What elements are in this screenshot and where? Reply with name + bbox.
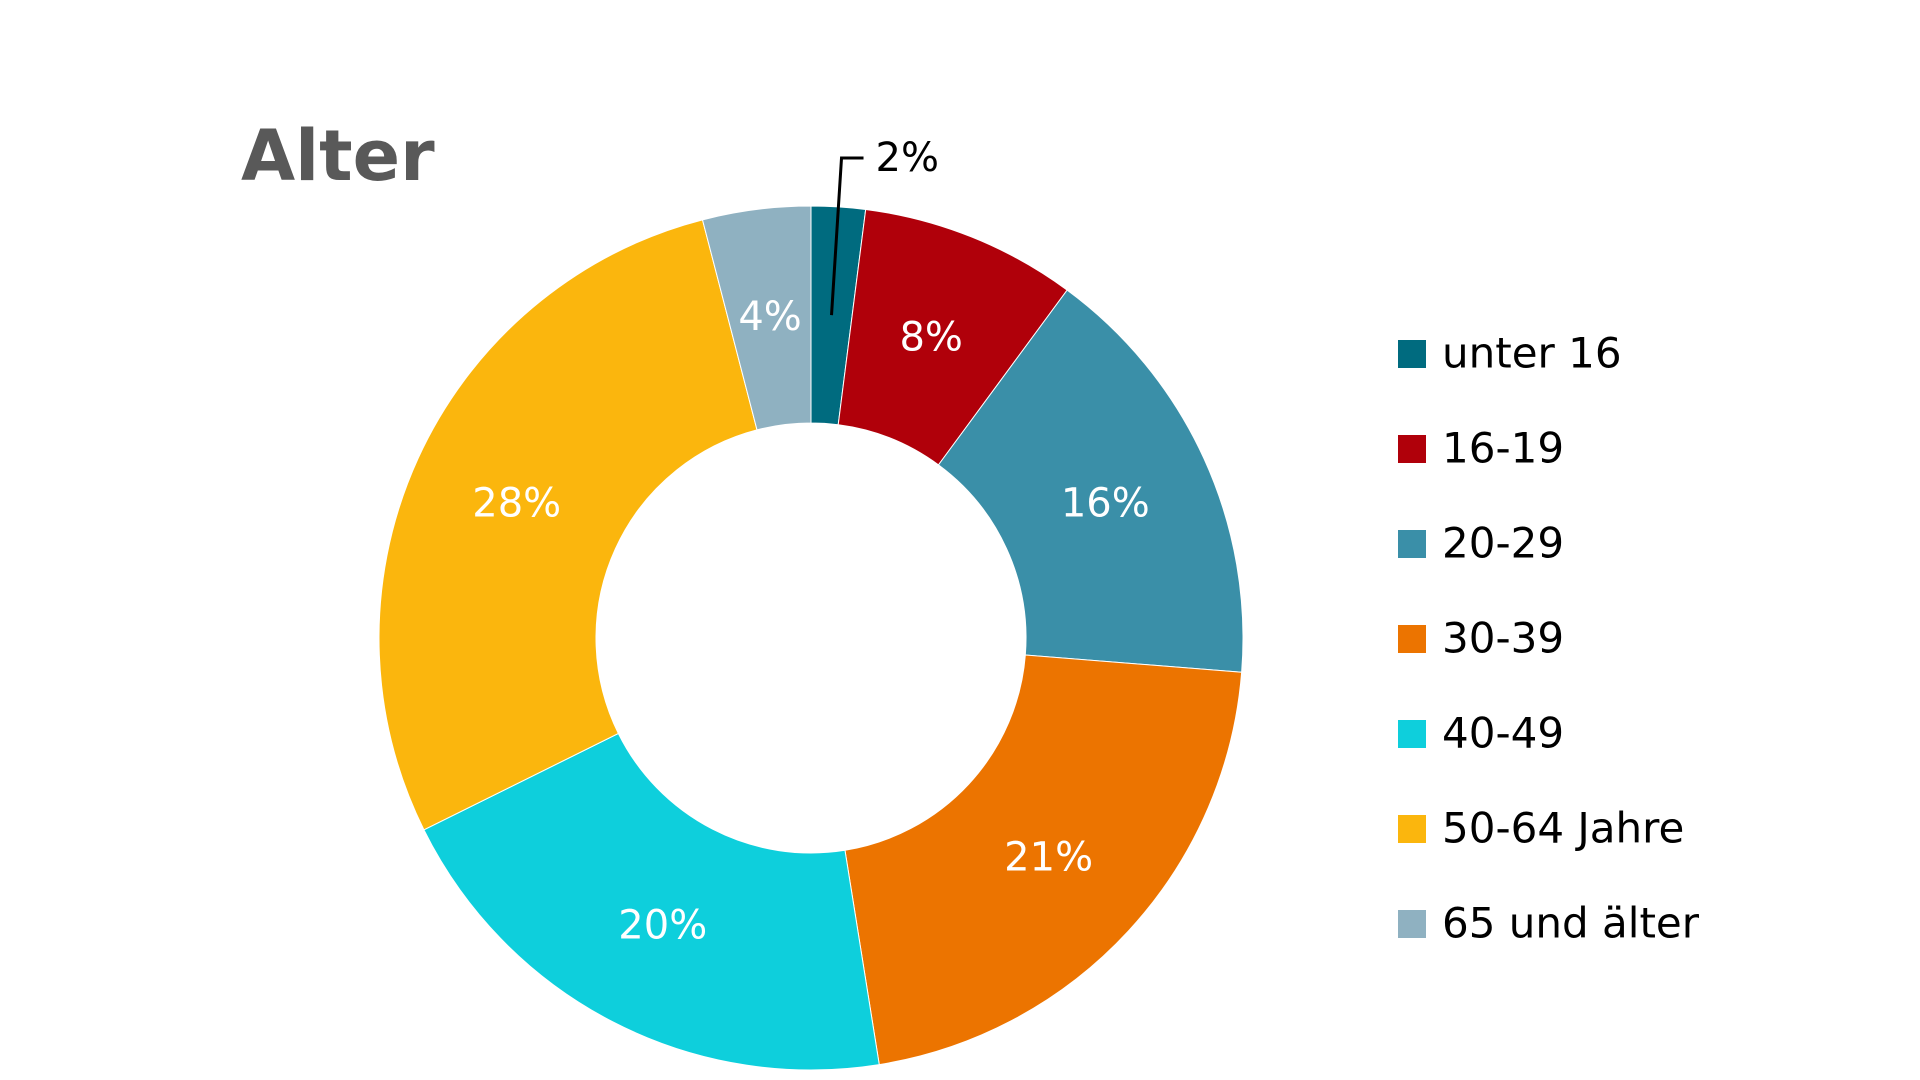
legend-label: 65 und älter bbox=[1442, 899, 1700, 948]
legend-label: 30-39 bbox=[1442, 614, 1564, 663]
donut-slice bbox=[937, 289, 1244, 673]
leader-line bbox=[830, 156, 864, 316]
legend-swatch bbox=[1398, 815, 1426, 843]
data-label: 8% bbox=[899, 315, 962, 361]
data-label: 20% bbox=[618, 903, 707, 949]
chart-title: Alter bbox=[241, 115, 435, 197]
data-label: 28% bbox=[472, 481, 561, 527]
legend-label: 16-19 bbox=[1442, 424, 1564, 473]
donut-slice bbox=[423, 732, 880, 1071]
data-label: 16% bbox=[1061, 481, 1150, 527]
legend-swatch bbox=[1398, 625, 1426, 653]
legend-label: 40-49 bbox=[1442, 709, 1564, 758]
legend-swatch bbox=[1398, 435, 1426, 463]
legend-swatch bbox=[1398, 910, 1426, 938]
data-label: 2% bbox=[876, 135, 939, 181]
data-label: 4% bbox=[738, 294, 801, 340]
donut-slice bbox=[701, 205, 812, 431]
legend-swatch bbox=[1398, 720, 1426, 748]
legend-swatch bbox=[1398, 530, 1426, 558]
legend-label: 50-64 Jahre bbox=[1442, 804, 1684, 853]
legend-label: 20-29 bbox=[1442, 519, 1564, 568]
donut-slice bbox=[378, 219, 758, 831]
legend-swatch bbox=[1398, 340, 1426, 368]
donut-slice bbox=[844, 654, 1243, 1066]
legend-label: unter 16 bbox=[1442, 329, 1622, 378]
data-label: 21% bbox=[1004, 834, 1093, 880]
